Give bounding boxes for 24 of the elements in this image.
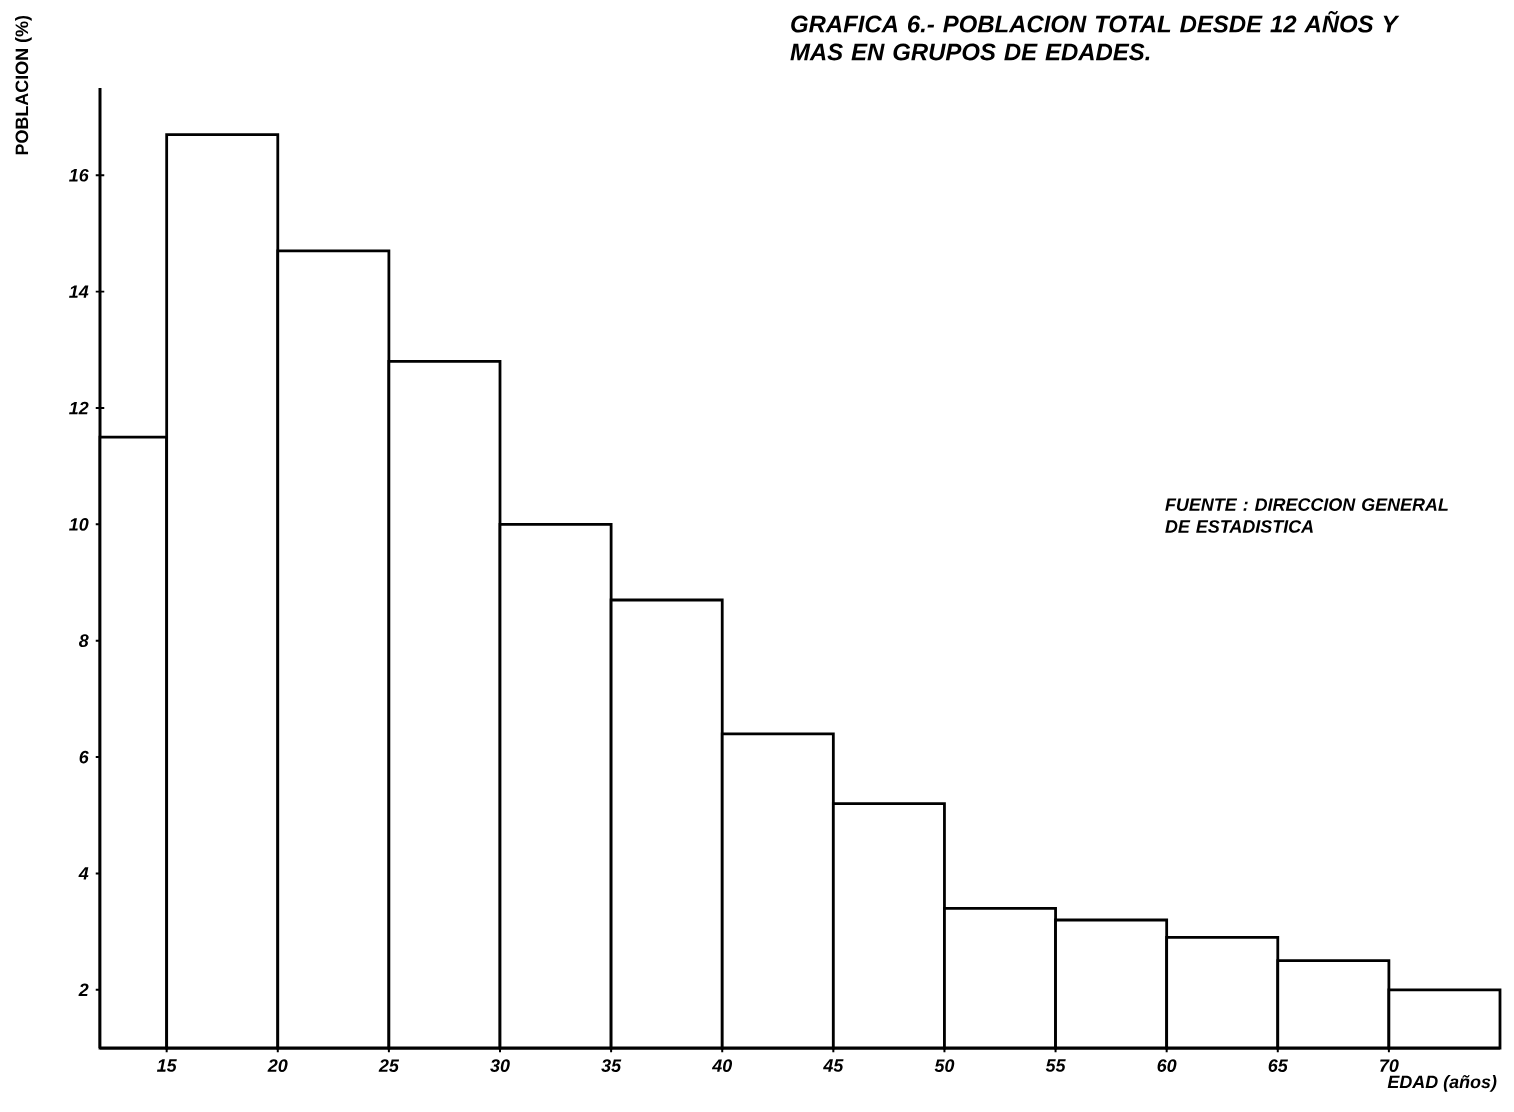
x-tick-label: 35	[601, 1059, 622, 1072]
y-axis-title: POBLACION (%)	[15, 15, 32, 155]
annotation: FUENTE : DIRECCION GENERAL DE ESTADISTICA	[1165, 498, 1448, 533]
y-tick-label: 10	[69, 518, 89, 531]
y-tick-label: 16	[69, 168, 89, 182]
x-tick-label: 50	[934, 1059, 955, 1072]
y-tick-label: 4	[78, 867, 89, 880]
x-tick-label: 55	[1045, 1059, 1066, 1072]
x-tick-label: 45	[823, 1059, 844, 1072]
x-axis-title: EDAD (años)	[1387, 1075, 1497, 1092]
x-tick-label: 30	[490, 1059, 510, 1072]
x-tick-label: 20	[267, 1059, 288, 1072]
x-tick-label: 40	[711, 1059, 733, 1072]
x-tick-label: 60	[1157, 1059, 1177, 1072]
y-tick-label: 8	[78, 634, 89, 648]
y-tick-label: 14	[69, 285, 89, 298]
y-tick-label: 6	[79, 750, 89, 764]
chart-title: GRAFICA 6.- POBLACION TOTAL DESDE 12 AÑOS Y MAS EN GRUPOS DE EDADES.	[790, 11, 1400, 61]
x-tick-label: 25	[378, 1059, 400, 1072]
y-tick-label: 12	[69, 401, 89, 415]
x-tick-label: 15	[156, 1059, 177, 1072]
x-tick-label: 70	[1380, 1059, 1399, 1072]
x-tick-label: 65	[1268, 1059, 1288, 1072]
y-tick-label: 2	[78, 983, 89, 997]
